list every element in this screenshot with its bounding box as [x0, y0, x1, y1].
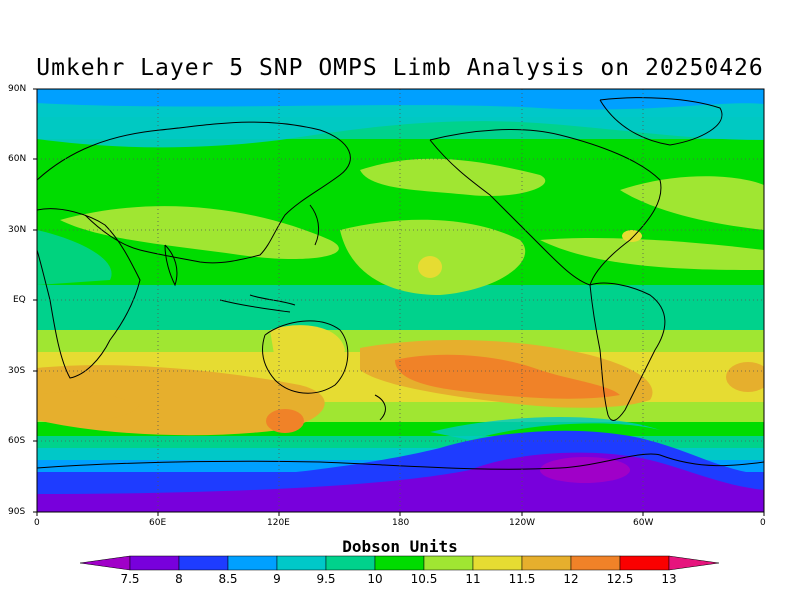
- colorbar-segment: [423, 555, 474, 571]
- colorbar-tick-label: 9: [273, 572, 281, 586]
- south-africa-orange: [37, 391, 140, 422]
- band-s15: [37, 330, 764, 352]
- y-tick-eq: EQ: [13, 295, 26, 305]
- west-atlantic-teal: [37, 230, 112, 285]
- colorbar-tick-label: 8.5: [218, 572, 238, 586]
- colorbar-tick-label: 8: [175, 572, 183, 586]
- antarctic-teal-band: [430, 417, 660, 440]
- colorbar-segment: [374, 555, 425, 571]
- colorbar-segment: [325, 555, 376, 571]
- colorbar-segment: [276, 555, 327, 571]
- colorbar-tick-label: 11.5: [508, 572, 536, 586]
- atlantic-mid-lime: [540, 238, 764, 270]
- graticule: [37, 89, 764, 512]
- y-tick-30s: 30S: [8, 366, 26, 376]
- antarctica-outline: [37, 453, 764, 470]
- greenland-outline: [599, 97, 723, 146]
- australia-outline: [262, 320, 349, 394]
- y-tick-90s: 90S: [8, 507, 26, 517]
- tick-marks: [33, 88, 765, 516]
- east-atlantic-orange: [726, 362, 764, 392]
- australia-yellow: [270, 325, 345, 368]
- eurasia-outline: [37, 121, 351, 264]
- colorbar-segment: [619, 555, 670, 571]
- colorbar-tick-label: 9.5: [316, 572, 336, 586]
- colorbar-tick-label: 12.5: [606, 572, 634, 586]
- colorbar-segment: [521, 555, 572, 571]
- asia-lime: [60, 206, 339, 260]
- eurasia-green: [37, 150, 315, 185]
- x-tick-120e: 120E: [267, 518, 290, 528]
- atlantic-yellow-spot: [622, 230, 642, 242]
- north-pacific-lime: [360, 158, 546, 196]
- colorbar-segment: [472, 555, 523, 571]
- colorbar-tick-label: 10: [367, 572, 383, 586]
- coastlines: [37, 97, 764, 470]
- south-america-outline: [589, 282, 666, 421]
- colorbar-tick-label: 10.5: [410, 572, 438, 586]
- x-tick-60e: 60E: [149, 518, 167, 528]
- north-america-outline: [429, 129, 662, 286]
- y-tick-60s: 60S: [8, 436, 26, 446]
- colorbar-tick-label: 13: [661, 572, 677, 586]
- pacific-yellow-spot: [418, 256, 442, 278]
- x-tick-60w: 60W: [633, 518, 654, 528]
- x-tick-120w: 120W: [509, 518, 536, 528]
- ozone-hole-core: [540, 457, 630, 483]
- colorbar-tick-label: 11: [465, 572, 481, 586]
- colorbar: [79, 555, 720, 571]
- new-zealand-outline: [374, 394, 386, 421]
- band-eq: [37, 285, 764, 330]
- colorbar-tick-label: 7.5: [120, 572, 140, 586]
- colorbar-low-arrow: [79, 555, 131, 571]
- india-outline: [164, 244, 178, 287]
- colorbar-high-arrow: [668, 555, 720, 571]
- colorbar-segment: [178, 555, 229, 571]
- colorbar-segment: [570, 555, 621, 571]
- africa-outline: [37, 208, 141, 379]
- y-tick-30n: 30N: [8, 225, 27, 235]
- atlantic-lime: [620, 176, 764, 230]
- colorbar-title: Dobson Units: [342, 537, 458, 556]
- colorbar-tick-label: 12: [563, 572, 579, 586]
- arctic-blue-lobe: [37, 89, 764, 110]
- map-title: Umkehr Layer 5 SNP OMPS Limb Analysis on…: [36, 55, 764, 81]
- japan-outline: [309, 204, 320, 246]
- indonesia-outline: [219, 294, 296, 313]
- y-tick-60n: 60N: [8, 154, 27, 164]
- y-tick-90n: 90N: [8, 84, 27, 94]
- indian-ocean-dark-orange: [266, 409, 304, 433]
- south-pacific-dark-orange: [395, 354, 620, 399]
- x-tick-180: 180: [392, 518, 410, 528]
- colorbar-segment: [227, 555, 278, 571]
- x-tick-0-right: 0: [760, 518, 766, 528]
- x-tick-0-left: 0: [34, 518, 40, 528]
- colorbar-segment: [129, 555, 180, 571]
- ozone-field: [37, 89, 764, 512]
